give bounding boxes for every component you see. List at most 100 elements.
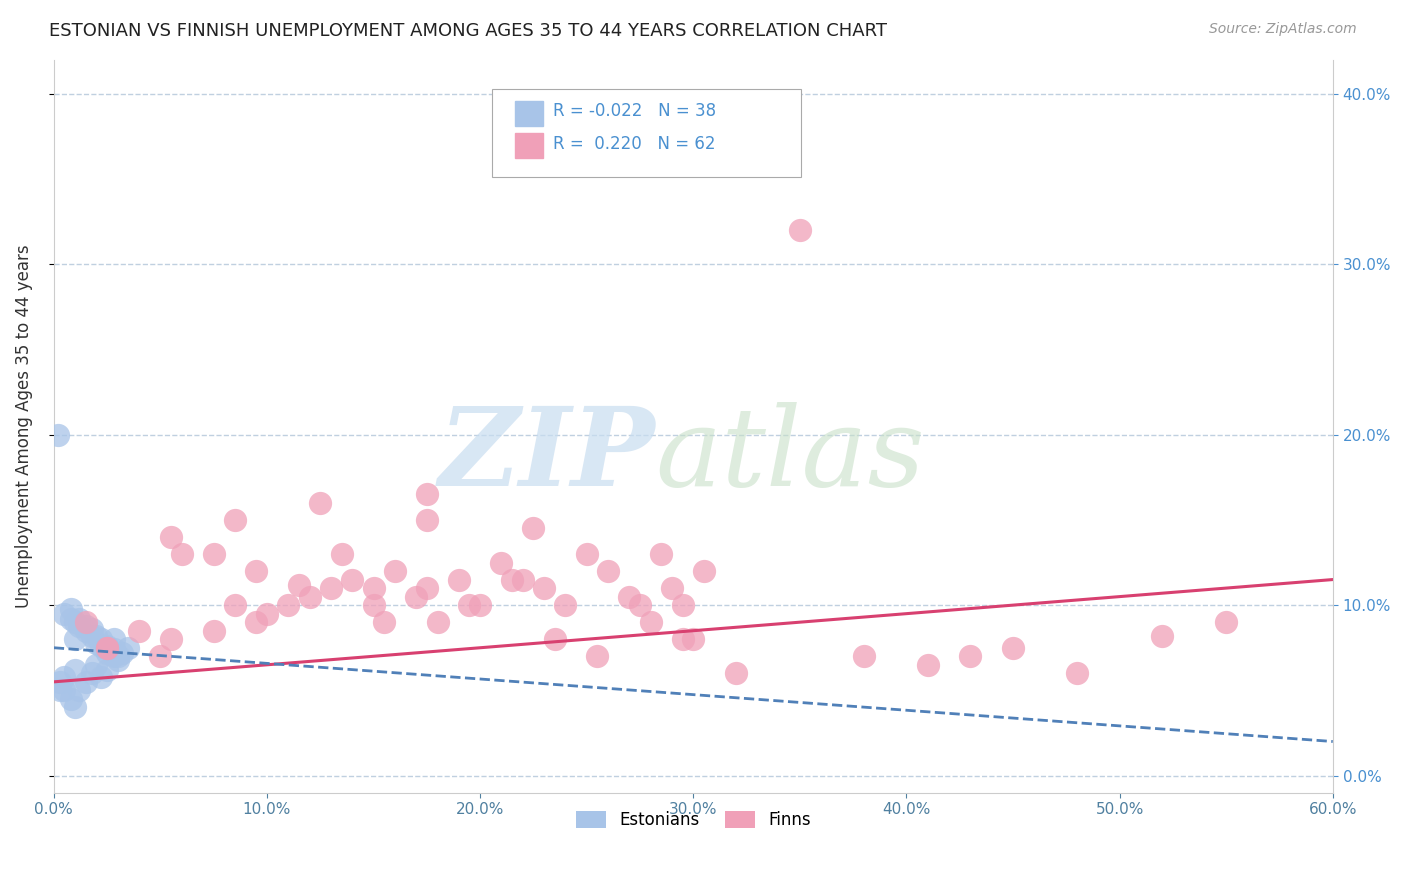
Y-axis label: Unemployment Among Ages 35 to 44 years: Unemployment Among Ages 35 to 44 years [15, 244, 32, 608]
Point [90, 670, 112, 684]
Point [63, 632, 86, 647]
Point [75, 674, 97, 689]
Point [512, 573, 534, 587]
Point [111, 646, 134, 660]
Point [170, 547, 193, 561]
Point [852, 649, 875, 664]
Point [90, 632, 112, 647]
Point [682, 632, 704, 647]
Point [103, 632, 125, 647]
Text: R = -0.022   N = 38: R = -0.022 N = 38 [553, 103, 716, 120]
Point [1215, 615, 1237, 630]
Point [586, 649, 609, 664]
Point [544, 632, 567, 647]
Point [107, 653, 129, 667]
Point [1152, 629, 1174, 643]
Point [202, 547, 225, 561]
Point [67, 618, 90, 632]
Point [59, 601, 82, 615]
Point [447, 573, 470, 587]
Point [330, 547, 353, 561]
Point [103, 642, 125, 657]
Point [245, 564, 267, 578]
Text: ESTONIAN VS FINNISH UNEMPLOYMENT AMONG AGES 35 TO 44 YEARS CORRELATION CHART: ESTONIAN VS FINNISH UNEMPLOYMENT AMONG A… [49, 22, 887, 40]
Point [554, 598, 576, 612]
Point [416, 581, 439, 595]
Point [650, 547, 672, 561]
Point [53, 683, 76, 698]
Point [342, 573, 364, 587]
Point [160, 530, 183, 544]
Point [63, 615, 86, 630]
Point [86, 635, 108, 649]
Point [363, 598, 385, 612]
Point [53, 607, 76, 621]
Point [117, 640, 139, 655]
Point [59, 612, 82, 626]
Point [1066, 666, 1088, 681]
Point [416, 487, 439, 501]
Point [522, 521, 544, 535]
Point [103, 649, 125, 664]
Point [672, 632, 695, 647]
Point [107, 649, 129, 664]
Point [63, 700, 86, 714]
Point [384, 564, 406, 578]
Point [82, 629, 104, 643]
Text: ZIP: ZIP [439, 401, 655, 509]
Point [256, 607, 278, 621]
Point [468, 598, 491, 612]
Point [426, 615, 449, 630]
Point [277, 598, 299, 612]
Point [661, 581, 683, 595]
Point [67, 612, 90, 626]
Point [96, 640, 118, 655]
Text: R =  0.220   N = 62: R = 0.220 N = 62 [553, 135, 716, 153]
Point [75, 615, 97, 630]
Point [298, 590, 321, 604]
Point [96, 663, 118, 677]
Point [533, 581, 555, 595]
Point [288, 577, 311, 591]
Point [640, 615, 662, 630]
Point [49, 683, 72, 698]
Point [619, 590, 641, 604]
Point [49, 674, 72, 689]
Point [405, 590, 427, 604]
Point [96, 639, 118, 653]
Point [90, 639, 112, 653]
Point [628, 598, 651, 612]
Point [724, 666, 747, 681]
Text: atlas: atlas [655, 401, 925, 509]
Point [224, 598, 246, 612]
Point [53, 670, 76, 684]
Point [501, 573, 523, 587]
Point [128, 624, 150, 638]
Point [693, 564, 716, 578]
Text: Source: ZipAtlas.com: Source: ZipAtlas.com [1209, 22, 1357, 37]
Point [67, 683, 90, 698]
Point [575, 547, 598, 561]
Point [309, 496, 332, 510]
Point [789, 223, 811, 237]
Point [75, 624, 97, 638]
Point [363, 581, 385, 595]
Point [959, 649, 981, 664]
Point [458, 598, 481, 612]
Point [82, 666, 104, 681]
Point [917, 657, 939, 672]
Point [59, 692, 82, 706]
Point [75, 618, 97, 632]
Point [1002, 640, 1025, 655]
Point [46, 427, 69, 442]
Point [160, 632, 183, 647]
Point [149, 649, 172, 664]
Point [373, 615, 395, 630]
Point [491, 556, 513, 570]
Point [82, 622, 104, 636]
Point [86, 657, 108, 672]
Point [202, 624, 225, 638]
Point [319, 581, 342, 595]
Point [96, 640, 118, 655]
Legend: Estonians, Finns: Estonians, Finns [569, 804, 817, 836]
